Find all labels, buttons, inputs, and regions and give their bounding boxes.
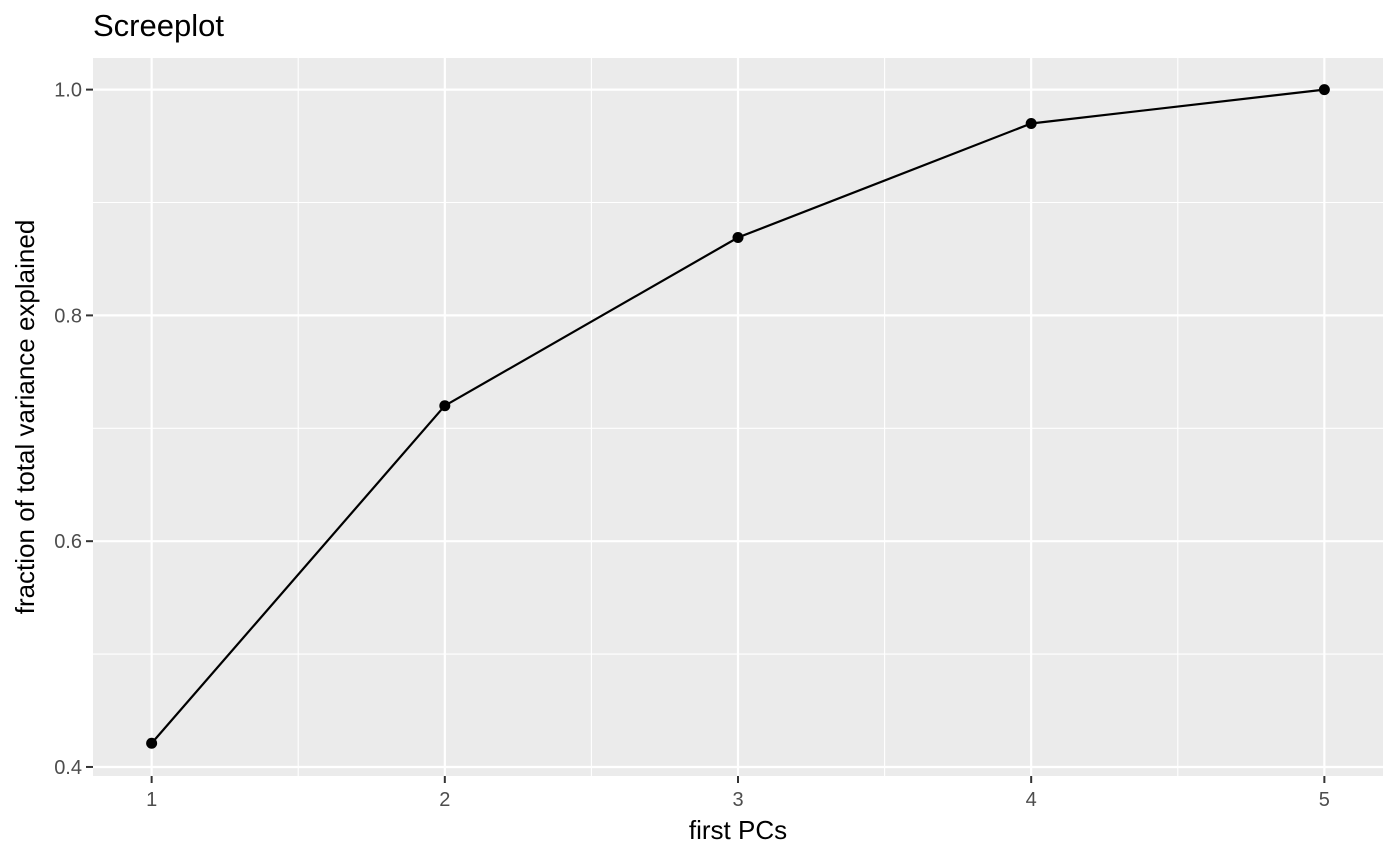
y-tick-label: 0.8 [54,305,82,327]
chart-title: Screeplot [93,8,224,43]
axis-ticks [86,88,1326,783]
major-gridlines [93,58,1383,776]
y-tick-label: 0.4 [54,757,82,779]
x-tick-label: 2 [439,789,450,811]
data-point [146,737,158,749]
series-layer [146,84,1330,749]
data-point [1318,84,1330,96]
y-tick-label: 0.6 [54,531,82,553]
x-tick-label: 1 [146,789,157,811]
y-axis-title: fraction of total variance explained [10,220,40,615]
x-tick-label: 5 [1319,789,1330,811]
x-axis-title: first PCs [689,815,787,845]
data-point [732,232,744,243]
x-tick-label: 4 [1026,789,1037,811]
data-point [1025,117,1037,129]
data-point [439,400,451,412]
tick-labels: 1 2 3 4 5 0.4 0.6 0.8 1.0 [54,80,1330,811]
x-tick-label: 3 [732,789,743,811]
y-tick-label: 1.0 [54,80,82,102]
